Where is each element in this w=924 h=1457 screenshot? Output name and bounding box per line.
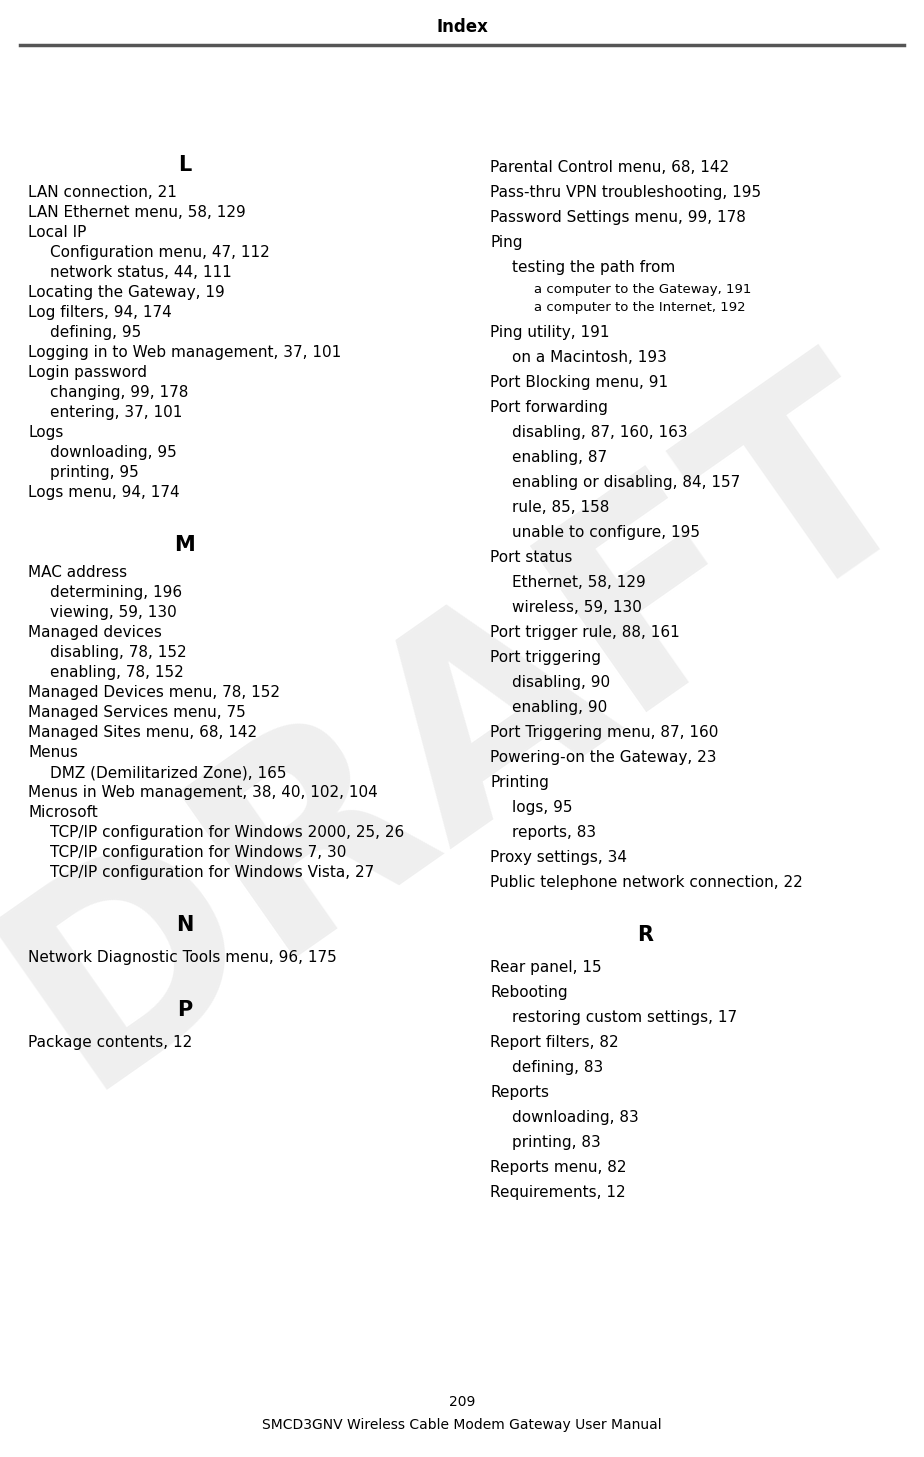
Text: Microsoft: Microsoft <box>28 806 98 820</box>
Text: defining, 95: defining, 95 <box>50 325 141 339</box>
Text: unable to configure, 195: unable to configure, 195 <box>512 525 700 541</box>
Text: a computer to the Gateway, 191: a computer to the Gateway, 191 <box>534 283 751 296</box>
Text: Requirements, 12: Requirements, 12 <box>490 1185 626 1201</box>
Text: printing, 95: printing, 95 <box>50 465 139 479</box>
Text: Reports menu, 82: Reports menu, 82 <box>490 1160 626 1174</box>
Text: enabling, 87: enabling, 87 <box>512 450 607 465</box>
Text: SMCD3GNV Wireless Cable Modem Gateway User Manual: SMCD3GNV Wireless Cable Modem Gateway Us… <box>262 1418 662 1432</box>
Text: reports, 83: reports, 83 <box>512 825 596 841</box>
Text: entering, 37, 101: entering, 37, 101 <box>50 405 182 420</box>
Text: downloading, 95: downloading, 95 <box>50 444 176 460</box>
Text: Password Settings menu, 99, 178: Password Settings menu, 99, 178 <box>490 210 746 224</box>
Text: L: L <box>178 154 191 175</box>
Text: DRAFT: DRAFT <box>0 321 924 1136</box>
Text: enabling or disabling, 84, 157: enabling or disabling, 84, 157 <box>512 475 740 490</box>
Text: Ping: Ping <box>490 235 522 251</box>
Text: a computer to the Internet, 192: a computer to the Internet, 192 <box>534 302 746 315</box>
Text: Public telephone network connection, 22: Public telephone network connection, 22 <box>490 876 803 890</box>
Text: downloading, 83: downloading, 83 <box>512 1110 638 1125</box>
Text: Log filters, 94, 174: Log filters, 94, 174 <box>28 305 172 321</box>
Text: P: P <box>177 1000 192 1020</box>
Text: M: M <box>175 535 195 555</box>
Text: Port Blocking menu, 91: Port Blocking menu, 91 <box>490 374 668 390</box>
Text: MAC address: MAC address <box>28 565 128 580</box>
Text: Managed Sites menu, 68, 142: Managed Sites menu, 68, 142 <box>28 726 257 740</box>
Text: Network Diagnostic Tools menu, 96, 175: Network Diagnostic Tools menu, 96, 175 <box>28 950 336 965</box>
Text: Configuration menu, 47, 112: Configuration menu, 47, 112 <box>50 245 270 259</box>
Text: Pass-thru VPN troubleshooting, 195: Pass-thru VPN troubleshooting, 195 <box>490 185 761 200</box>
Text: Port triggering: Port triggering <box>490 650 601 664</box>
Text: restoring custom settings, 17: restoring custom settings, 17 <box>512 1010 737 1026</box>
Text: Port status: Port status <box>490 549 572 565</box>
Text: N: N <box>176 915 194 935</box>
Text: disabling, 78, 152: disabling, 78, 152 <box>50 645 187 660</box>
Text: Report filters, 82: Report filters, 82 <box>490 1034 619 1050</box>
Text: TCP/IP configuration for Windows 7, 30: TCP/IP configuration for Windows 7, 30 <box>50 845 346 860</box>
Text: Port forwarding: Port forwarding <box>490 401 608 415</box>
Text: Locating the Gateway, 19: Locating the Gateway, 19 <box>28 286 225 300</box>
Text: printing, 83: printing, 83 <box>512 1135 601 1150</box>
Text: R: R <box>637 925 653 946</box>
Text: on a Macintosh, 193: on a Macintosh, 193 <box>512 350 667 366</box>
Text: Managed Devices menu, 78, 152: Managed Devices menu, 78, 152 <box>28 685 280 699</box>
Text: Managed devices: Managed devices <box>28 625 162 640</box>
Text: enabling, 78, 152: enabling, 78, 152 <box>50 664 184 680</box>
Text: LAN Ethernet menu, 58, 129: LAN Ethernet menu, 58, 129 <box>28 205 246 220</box>
Text: Local IP: Local IP <box>28 224 86 240</box>
Text: Port Triggering menu, 87, 160: Port Triggering menu, 87, 160 <box>490 726 718 740</box>
Text: DMZ (Demilitarized Zone), 165: DMZ (Demilitarized Zone), 165 <box>50 765 286 779</box>
Text: enabling, 90: enabling, 90 <box>512 699 607 715</box>
Text: TCP/IP configuration for Windows Vista, 27: TCP/IP configuration for Windows Vista, … <box>50 865 374 880</box>
Text: wireless, 59, 130: wireless, 59, 130 <box>512 600 642 615</box>
Text: Index: Index <box>436 17 488 36</box>
Text: Logs: Logs <box>28 425 64 440</box>
Text: Ping utility, 191: Ping utility, 191 <box>490 325 610 339</box>
Text: 209: 209 <box>449 1394 475 1409</box>
Text: testing the path from: testing the path from <box>512 259 675 275</box>
Text: rule, 85, 158: rule, 85, 158 <box>512 500 609 514</box>
Text: defining, 83: defining, 83 <box>512 1061 603 1075</box>
Text: logs, 95: logs, 95 <box>512 800 573 814</box>
Text: disabling, 90: disabling, 90 <box>512 675 610 691</box>
Text: Login password: Login password <box>28 366 147 380</box>
Text: TCP/IP configuration for Windows 2000, 25, 26: TCP/IP configuration for Windows 2000, 2… <box>50 825 405 841</box>
Text: LAN connection, 21: LAN connection, 21 <box>28 185 176 200</box>
Text: Parental Control menu, 68, 142: Parental Control menu, 68, 142 <box>490 160 729 175</box>
Text: Package contents, 12: Package contents, 12 <box>28 1034 192 1050</box>
Text: determining, 196: determining, 196 <box>50 586 182 600</box>
Text: Rebooting: Rebooting <box>490 985 567 1000</box>
Text: network status, 44, 111: network status, 44, 111 <box>50 265 232 280</box>
Text: Rear panel, 15: Rear panel, 15 <box>490 960 602 975</box>
Text: disabling, 87, 160, 163: disabling, 87, 160, 163 <box>512 425 687 440</box>
Text: Logging in to Web management, 37, 101: Logging in to Web management, 37, 101 <box>28 345 341 360</box>
Text: changing, 99, 178: changing, 99, 178 <box>50 385 188 401</box>
Text: Printing: Printing <box>490 775 549 790</box>
Text: Powering-on the Gateway, 23: Powering-on the Gateway, 23 <box>490 750 716 765</box>
Text: Managed Services menu, 75: Managed Services menu, 75 <box>28 705 246 720</box>
Text: Menus: Menus <box>28 745 78 761</box>
Text: Logs menu, 94, 174: Logs menu, 94, 174 <box>28 485 179 500</box>
Text: viewing, 59, 130: viewing, 59, 130 <box>50 605 176 621</box>
Text: Menus in Web management, 38, 40, 102, 104: Menus in Web management, 38, 40, 102, 10… <box>28 785 378 800</box>
Text: Reports: Reports <box>490 1085 549 1100</box>
Text: Port trigger rule, 88, 161: Port trigger rule, 88, 161 <box>490 625 680 640</box>
Text: Proxy settings, 34: Proxy settings, 34 <box>490 849 627 865</box>
Text: Ethernet, 58, 129: Ethernet, 58, 129 <box>512 576 646 590</box>
